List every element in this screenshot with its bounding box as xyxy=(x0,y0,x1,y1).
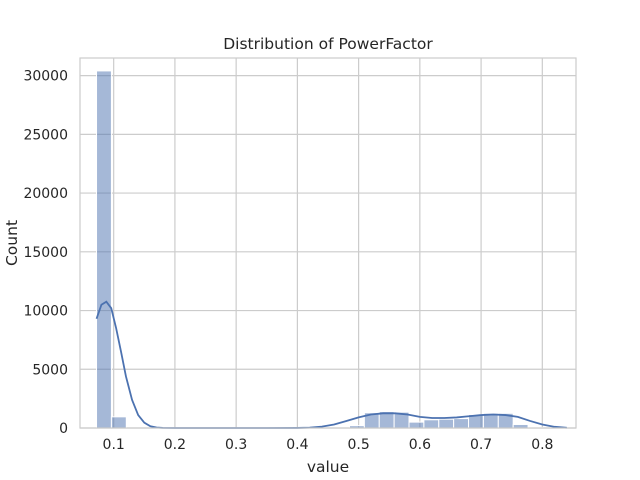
grid-lines xyxy=(80,58,576,429)
y-tick-label: 5000 xyxy=(32,362,68,378)
y-tick-label: 10000 xyxy=(23,304,68,320)
histogram-bar xyxy=(96,70,112,429)
y-tick-labels: 0 5000 10000 15000 20000 25000 30000 xyxy=(23,69,68,437)
y-axis-label: Count xyxy=(3,220,21,266)
x-tick-label: 0.6 xyxy=(409,437,431,453)
x-tick-labels: 0.1 0.2 0.3 0.4 0.5 0.6 0.7 0.8 xyxy=(103,437,554,453)
x-tick-label: 0.8 xyxy=(531,437,553,453)
histogram-bar xyxy=(110,416,127,429)
y-tick-label: 15000 xyxy=(23,245,68,261)
x-tick-label: 0.4 xyxy=(286,437,308,453)
y-tick-label: 0 xyxy=(59,421,68,437)
histogram-bar xyxy=(423,419,440,429)
histogram-bar xyxy=(408,421,425,429)
x-tick-label: 0.1 xyxy=(103,437,125,453)
kde-curve xyxy=(95,300,567,429)
x-tick-label: 0.5 xyxy=(347,437,369,453)
x-tick-label: 0.2 xyxy=(164,437,186,453)
x-tick-label: 0.3 xyxy=(225,437,247,453)
histogram-bar xyxy=(453,418,470,429)
histogram-bar xyxy=(438,418,455,429)
plot-background xyxy=(80,58,576,428)
y-tick-label: 20000 xyxy=(23,186,68,202)
x-axis-label: value xyxy=(307,458,349,476)
plot-frame xyxy=(79,57,577,429)
y-tick-label: 30000 xyxy=(23,69,68,85)
chart-title: Distribution of PowerFactor xyxy=(223,35,433,53)
y-tick-label: 25000 xyxy=(23,127,68,143)
x-tick-label: 0.7 xyxy=(470,437,492,453)
